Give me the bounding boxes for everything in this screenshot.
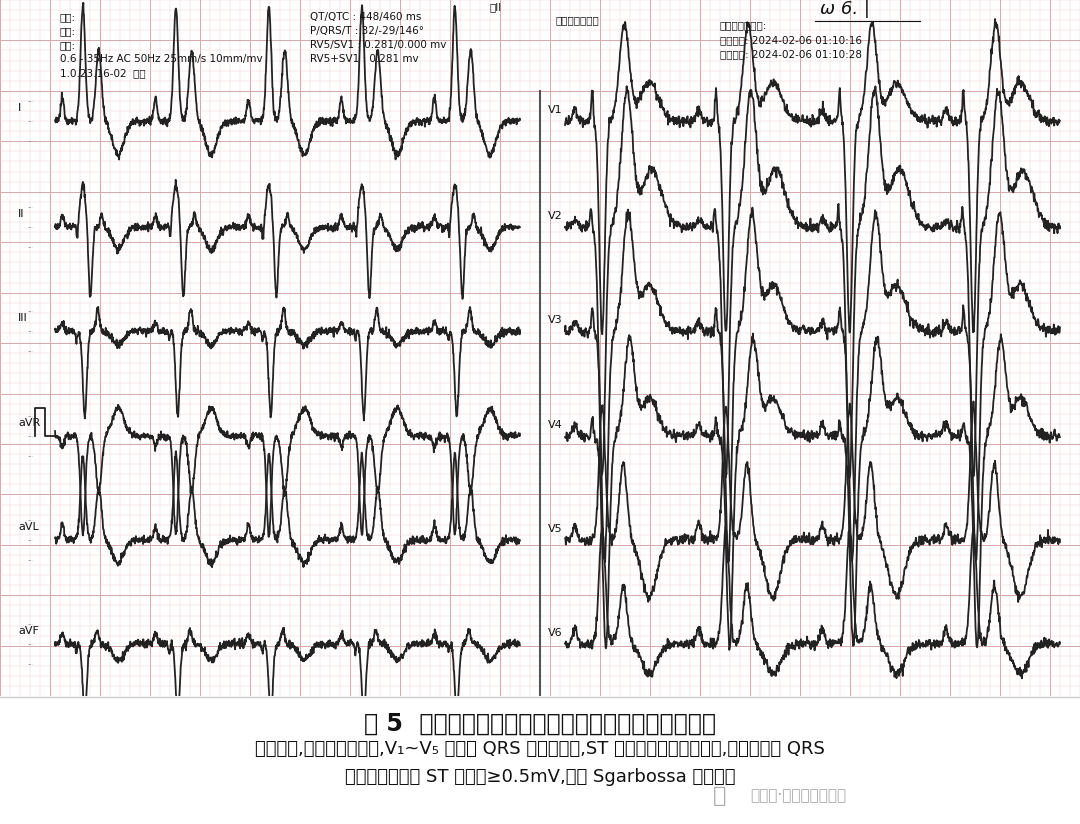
Text: V1: V1 <box>548 105 563 115</box>
Text: 波方向不一致的 ST 段偏移≥0.5mV,符合 Sgarbossa 诊断标准: 波方向不一致的 ST 段偏移≥0.5mV,符合 Sgarbossa 诊断标准 <box>345 768 735 786</box>
Text: III: III <box>18 313 28 323</box>
Text: aVL: aVL <box>18 522 39 531</box>
Text: 🔵: 🔵 <box>713 786 727 806</box>
Text: V6: V6 <box>548 628 563 638</box>
Text: V3: V3 <box>548 315 563 325</box>
Text: 左束支传导阻滞: 左束支传导阻滞 <box>555 15 598 26</box>
Text: 确认报告并签字:: 确认报告并签字: <box>720 20 768 30</box>
Text: I: I <box>18 103 22 113</box>
Text: 检查日期: 2024-02-06 01:10:16: 检查日期: 2024-02-06 01:10:16 <box>720 35 862 45</box>
Text: 床号:: 床号: <box>60 40 76 50</box>
Text: 左II: 左II <box>490 2 502 12</box>
Text: 0.6 - 35Hz AC 50Hz 25mm/s 10mm/mv: 0.6 - 35Hz AC 50Hz 25mm/s 10mm/mv <box>60 54 262 64</box>
Text: ω 6. |: ω 6. | <box>820 0 870 18</box>
Text: 窦性心律,呈左束支阻滞型,V₁~V₅ 导联上 QRS 波主波向下,ST 段与主波方向相反抬高,同一导联上 QRS: 窦性心律,呈左束支阻滞型,V₁~V₅ 导联上 QRS 波主波向下,ST 段与主波… <box>255 740 825 758</box>
Text: P/QRS/T : 32/-29/146°: P/QRS/T : 32/-29/146° <box>310 26 424 36</box>
Text: V4: V4 <box>548 420 563 430</box>
Text: 图 5  左束支阻滞合并急性广泛前壁心肌梗死的心电图: 图 5 左束支阻滞合并急性广泛前壁心肌梗死的心电图 <box>364 712 716 737</box>
Text: 1.0.23.16-02  顺序: 1.0.23.16-02 顺序 <box>60 68 146 78</box>
Text: QT/QTC : 448/460 ms: QT/QTC : 448/460 ms <box>310 12 421 22</box>
Text: 公众号·朱晓晓心电资讯: 公众号·朱晓晓心电资讯 <box>750 789 846 803</box>
Text: II: II <box>18 209 25 219</box>
Text: V2: V2 <box>548 211 563 221</box>
Text: RV5/SV1 : 0.281/0.000 mv: RV5/SV1 : 0.281/0.000 mv <box>310 40 446 50</box>
Text: aVF: aVF <box>18 625 39 636</box>
Text: V5: V5 <box>548 524 563 534</box>
Text: 打印日期: 2024-02-06 01:10:28: 打印日期: 2024-02-06 01:10:28 <box>720 49 862 59</box>
Text: 科室:: 科室: <box>60 26 76 36</box>
Text: 年龄:: 年龄: <box>60 12 76 22</box>
Text: aVR: aVR <box>18 418 40 428</box>
Text: RV5+SV1 : 0.281 mv: RV5+SV1 : 0.281 mv <box>310 54 419 64</box>
